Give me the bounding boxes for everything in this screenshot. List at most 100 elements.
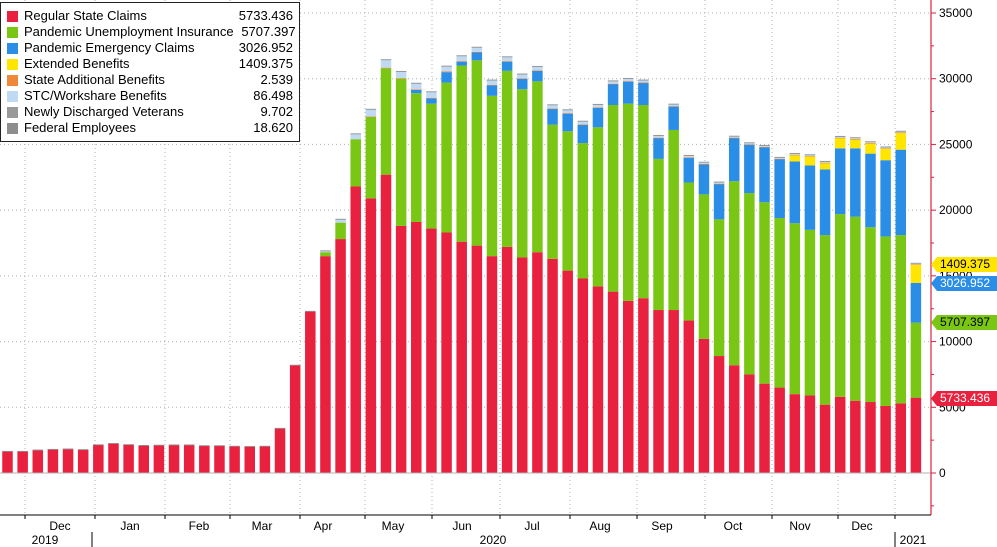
bar-segment [47,449,59,473]
bar-segment [819,162,831,170]
bar-segment [32,449,44,451]
bar-segment [138,445,150,446]
bar-segment [759,144,770,146]
bar-segment [622,81,634,104]
legend-swatch [7,58,18,70]
bar-stack [895,130,907,473]
bar-segment [744,193,755,375]
bar-segment [834,137,846,139]
bar-segment [880,147,891,149]
bar-segment [365,109,377,110]
legend-item: Extended Benefits 1409.375 [7,56,293,72]
bar-segment [456,55,467,57]
bar-segment [456,65,467,242]
bar-stack [2,450,13,473]
bar-stack [441,65,452,473]
bar-stack [910,262,922,473]
bar-segment [880,160,891,237]
bar-segment [895,235,907,404]
y-tick-label: 10000 [939,335,973,349]
bar-segment [486,256,498,473]
bar-segment [850,137,861,140]
bar-segment [638,79,649,81]
bar-segment [789,153,801,155]
bar-segment [274,427,286,429]
bar-stack [395,70,407,473]
bar-segment [865,402,876,473]
bar-segment [789,152,801,154]
bar-segment [774,158,785,160]
bar-segment [895,149,907,236]
bar-segment [395,71,407,79]
bar-segment [713,181,725,183]
bar-stack [47,448,59,473]
bar-segment [607,83,619,85]
legend-item: Pandemic Unemployment Insurance 5707.397 [7,24,296,40]
legend-label: Extended Benefits [24,56,130,71]
bar-stack [698,161,710,473]
bar-segment [320,250,331,253]
bar-segment [168,444,180,446]
bar-stack [819,160,831,473]
bar-segment [517,78,528,90]
bar-stack [274,427,286,473]
bar-segment [62,448,74,450]
bar-segment [577,278,589,473]
bar-segment [411,93,422,222]
bar-segment [365,108,377,110]
bar-stack [350,133,361,474]
bar-segment [395,71,407,72]
x-month-label: Jan [120,519,139,533]
x-month-label: Jun [452,519,471,533]
legend-value: 18.620 [253,120,293,135]
bar-segment [501,56,513,57]
last-value-badge: 3026.952 [937,276,997,291]
bar-segment [426,98,437,104]
bar-segment [259,445,271,447]
y-tick-label: 35000 [939,6,973,20]
bar-segment [895,131,907,132]
bar-segment [244,446,255,473]
bar-segment [486,85,498,96]
bar-segment [532,66,543,67]
last-value-badge: 1409.375 [937,257,997,272]
badge-pointer [931,257,937,272]
bar-segment [819,404,831,473]
bar-segment [683,155,695,156]
bar-segment [380,67,392,69]
bar-segment [683,320,695,473]
bar-segment [32,450,44,473]
bar-segment [744,142,755,143]
bar-segment [592,104,604,108]
bar-stack [138,445,150,473]
bar-segment [804,395,816,473]
bar-segment [728,137,740,182]
bar-segment [653,135,664,136]
bar-segment [895,403,907,473]
bar-segment [834,214,846,397]
bar-stack [880,146,891,473]
bar-stack [532,65,543,473]
bar-segment [2,450,13,452]
bar-segment [168,444,180,473]
x-year-label: 2019 [32,533,59,547]
bar-segment [880,236,891,406]
bar-segment [350,133,361,140]
bar-segment [426,103,437,229]
bar-segment [804,154,816,157]
bar-segment [744,144,755,194]
bar-segment [865,141,876,142]
bar-segment [607,80,619,82]
bar-stack [622,78,634,473]
bar-stack [471,46,483,473]
bar-segment [789,154,801,162]
bar-stack [380,59,392,473]
bar-segment [214,445,225,473]
legend-swatch [7,42,18,54]
bar-segment [471,60,483,246]
bar-segment [895,131,907,133]
x-year-label: 2020 [480,533,507,547]
bar-segment [199,445,210,473]
bar-segment [638,82,649,105]
